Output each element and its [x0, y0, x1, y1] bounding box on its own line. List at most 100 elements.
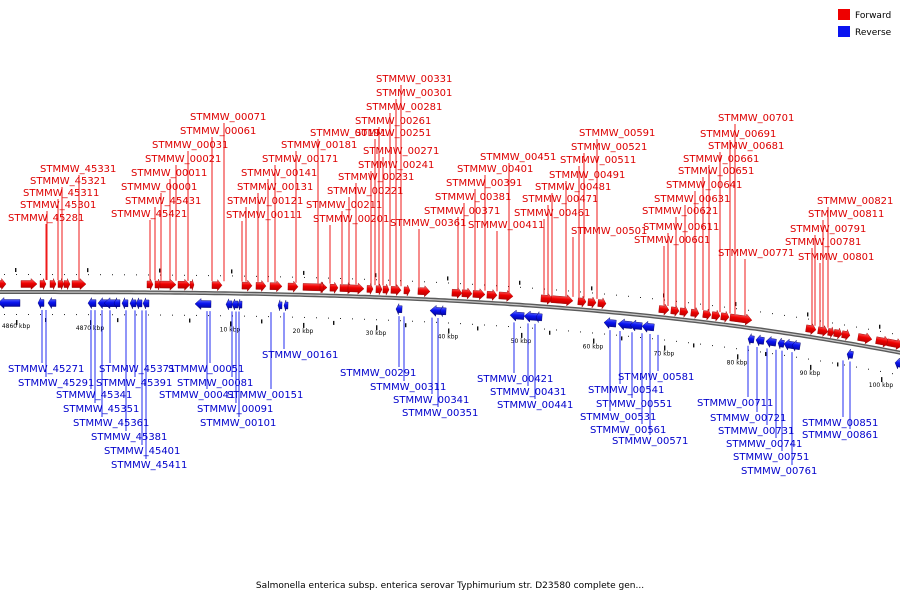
- forward-gene-label[interactable]: STMMW_00071: [190, 112, 266, 123]
- reverse-gene-arrow[interactable]: [87, 296, 97, 310]
- forward-gene-label[interactable]: STMMW_45331: [40, 164, 116, 175]
- forward-gene-label[interactable]: STMMW_00111: [226, 210, 302, 221]
- forward-gene-label[interactable]: STMMW_00811: [808, 209, 884, 220]
- reverse-gene-label[interactable]: STMMW_00041: [159, 390, 235, 401]
- reverse-gene-arrow[interactable]: [395, 303, 403, 315]
- forward-gene-label[interactable]: STMMW_00201: [313, 214, 389, 225]
- forward-gene-label[interactable]: STMMW_00781: [785, 237, 861, 248]
- reverse-gene-arrow[interactable]: [439, 305, 447, 317]
- forward-gene-label[interactable]: STMMW_00221: [327, 186, 403, 197]
- forward-gene-label[interactable]: STMMW_00141: [241, 168, 317, 179]
- forward-gene-label[interactable]: STMMW_00481: [535, 182, 611, 193]
- reverse-gene-label[interactable]: STMMW_00731: [718, 426, 794, 437]
- forward-gene-arrow[interactable]: [319, 281, 325, 294]
- reverse-gene-arrow[interactable]: [225, 298, 233, 310]
- forward-gene-arrow[interactable]: [729, 312, 753, 326]
- reverse-gene-arrow[interactable]: [113, 297, 121, 309]
- reverse-gene-label[interactable]: STMMW_00741: [726, 439, 802, 450]
- forward-gene-arrow[interactable]: [670, 304, 680, 317]
- forward-gene-label[interactable]: STMMW_00461: [514, 208, 590, 219]
- reverse-gene-arrow[interactable]: [846, 348, 854, 361]
- forward-gene-label[interactable]: STMMW_00801: [798, 252, 874, 263]
- forward-gene-label[interactable]: STMMW_00821: [817, 196, 893, 207]
- reverse-gene-label[interactable]: STMMW_00561: [590, 425, 666, 436]
- reverse-gene-arrow[interactable]: [894, 357, 900, 370]
- reverse-gene-arrow[interactable]: [765, 335, 777, 348]
- reverse-gene-label[interactable]: STMMW_00351: [402, 408, 478, 419]
- forward-gene-arrow[interactable]: [49, 278, 57, 290]
- forward-gene-arrow[interactable]: [711, 309, 721, 322]
- forward-gene-label[interactable]: STMMW_00651: [678, 166, 754, 177]
- forward-gene-arrow[interactable]: [857, 332, 873, 345]
- forward-gene-label[interactable]: STMMW_00061: [180, 126, 256, 137]
- forward-gene-label[interactable]: STMMW_00451: [480, 152, 556, 163]
- reverse-gene-label[interactable]: STMMW_00751: [733, 452, 809, 463]
- reverse-gene-arrow[interactable]: [121, 297, 129, 309]
- forward-gene-arrow[interactable]: [241, 279, 253, 292]
- reverse-gene-arrow[interactable]: [755, 334, 765, 347]
- forward-gene-label[interactable]: STMMW_45431: [125, 196, 201, 207]
- forward-gene-label[interactable]: STMMW_00331: [376, 74, 452, 85]
- forward-gene-arrow[interactable]: [597, 297, 607, 310]
- forward-gene-arrow[interactable]: [154, 278, 162, 291]
- forward-gene-arrow[interactable]: [57, 278, 65, 290]
- forward-gene-label[interactable]: STMMW_00401: [457, 164, 533, 175]
- forward-gene-label[interactable]: STMMW_45321: [30, 176, 106, 187]
- reverse-gene-label[interactable]: STMMW_00431: [490, 387, 566, 398]
- reverse-gene-label[interactable]: STMMW_00161: [262, 350, 338, 361]
- forward-gene-label[interactable]: STMMW_00181: [281, 140, 357, 151]
- forward-gene-arrow[interactable]: [886, 337, 900, 351]
- reverse-gene-label[interactable]: STMMW_00441: [497, 400, 573, 411]
- forward-gene-arrow[interactable]: [720, 310, 730, 323]
- reverse-gene-label[interactable]: STMMW_00581: [618, 372, 694, 383]
- reverse-gene-label[interactable]: STMMW_45351: [63, 404, 139, 415]
- reverse-gene-arrow[interactable]: [617, 318, 633, 331]
- reverse-gene-label[interactable]: STMMW_00531: [580, 412, 656, 423]
- reverse-gene-label[interactable]: STMMW_00341: [393, 395, 469, 406]
- forward-gene-arrow[interactable]: [39, 278, 47, 290]
- reverse-gene-label[interactable]: STMMW_00051: [168, 364, 244, 375]
- forward-gene-label[interactable]: STMMW_00381: [435, 192, 511, 203]
- forward-gene-arrow[interactable]: [417, 285, 431, 298]
- forward-gene-arrow[interactable]: [20, 278, 38, 290]
- forward-gene-label[interactable]: STMMW_00261: [355, 116, 431, 127]
- forward-gene-arrow[interactable]: [347, 282, 365, 295]
- reverse-gene-arrow[interactable]: [135, 297, 143, 309]
- reverse-gene-label[interactable]: STMMW_45341: [56, 390, 132, 401]
- reverse-gene-arrow[interactable]: [641, 320, 655, 333]
- reverse-gene-arrow[interactable]: [129, 297, 137, 309]
- reverse-gene-label[interactable]: STMMW_45291: [18, 378, 94, 389]
- reverse-gene-arrow[interactable]: [277, 299, 283, 311]
- forward-gene-label[interactable]: STMMW_45421: [111, 209, 187, 220]
- forward-gene-label[interactable]: STMMW_00361: [390, 218, 466, 229]
- forward-gene-arrow[interactable]: [461, 287, 473, 300]
- forward-gene-arrow[interactable]: [403, 284, 411, 297]
- reverse-gene-label[interactable]: STMMW_45271: [8, 364, 84, 375]
- forward-gene-arrow[interactable]: [255, 279, 267, 293]
- forward-gene-label[interactable]: STMMW_00281: [366, 102, 442, 113]
- forward-gene-label[interactable]: STMMW_00521: [571, 142, 647, 153]
- forward-gene-arrow[interactable]: [690, 306, 700, 320]
- forward-gene-label[interactable]: STMMW_00641: [666, 180, 742, 191]
- forward-gene-label[interactable]: STMMW_45301: [20, 200, 96, 211]
- forward-gene-label[interactable]: STMMW_00131: [237, 182, 313, 193]
- reverse-gene-arrow[interactable]: [194, 298, 212, 310]
- reverse-gene-arrow[interactable]: [37, 297, 45, 309]
- reverse-gene-arrow[interactable]: [283, 299, 289, 312]
- forward-gene-label[interactable]: STMMW_00191: [310, 128, 386, 139]
- reverse-gene-arrow[interactable]: [47, 296, 57, 310]
- reverse-gene-arrow[interactable]: [791, 339, 801, 352]
- forward-gene-label[interactable]: STMMW_00211: [306, 200, 382, 211]
- reverse-gene-label[interactable]: STMMW_00761: [741, 466, 817, 477]
- forward-gene-arrow[interactable]: [390, 283, 402, 297]
- forward-gene-arrow[interactable]: [0, 277, 7, 291]
- forward-gene-arrow[interactable]: [189, 279, 195, 291]
- forward-gene-arrow[interactable]: [702, 308, 712, 321]
- forward-gene-arrow[interactable]: [587, 296, 597, 309]
- reverse-gene-arrow[interactable]: [783, 338, 795, 351]
- forward-gene-label[interactable]: STMMW_00661: [683, 154, 759, 165]
- reverse-gene-label[interactable]: STMMW_45361: [73, 418, 149, 429]
- forward-gene-label[interactable]: STMMW_00001: [121, 182, 197, 193]
- reverse-gene-arrow[interactable]: [777, 337, 785, 350]
- reverse-gene-arrow[interactable]: [142, 297, 150, 310]
